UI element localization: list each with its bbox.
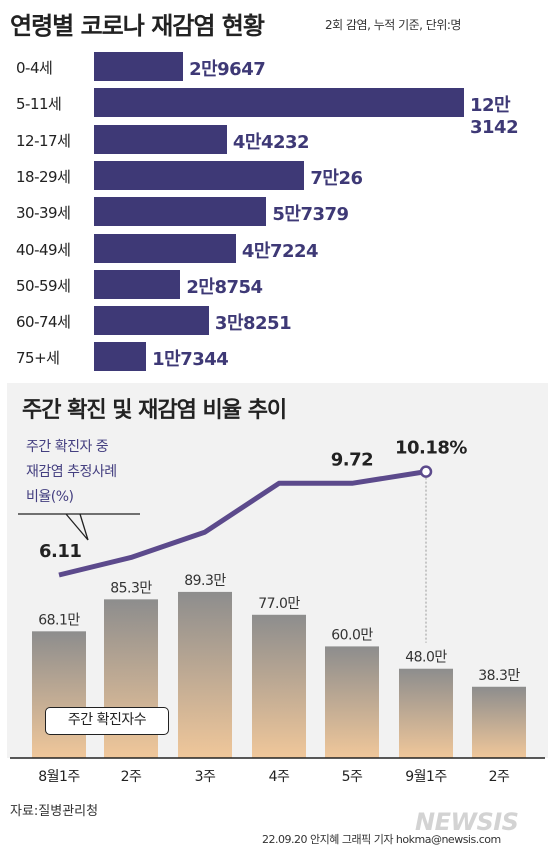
age-label: 60-74세 <box>16 313 71 332</box>
weekly-cases-value-label: 68.1만 <box>38 612 80 628</box>
age-bar <box>94 52 184 81</box>
age-value-label: 2만9647 <box>189 59 266 80</box>
weekly-cases-value-label: 48.0만 <box>405 650 447 666</box>
source-note: 자료:질병관리청 <box>10 804 99 819</box>
weekly-cases-value-label: 60.0만 <box>331 627 373 643</box>
newsis-watermark: NEWSIS <box>415 808 519 836</box>
unit-note: 2회 감염, 누적 기준, 단위:명 <box>325 18 461 32</box>
age-value-label: 2만8754 <box>186 276 263 298</box>
age-label: 75+세 <box>16 349 60 368</box>
week-tick-label: 5주 <box>342 769 363 785</box>
age-bar <box>94 124 227 154</box>
age-bar <box>94 160 305 190</box>
weekly-cases-value-label: 38.3만 <box>478 668 520 684</box>
age-value-label: 3만8251 <box>214 313 292 335</box>
age-value-label: 7만26 <box>310 167 363 189</box>
weekly-cases-bar <box>252 614 306 758</box>
age-value-label: 5만7379 <box>272 204 349 226</box>
weekly-cases-value-label: 77.0만 <box>258 596 300 612</box>
legend-weekly-cases: 주간 확진자수 <box>45 707 169 735</box>
age-label: 18-29세 <box>16 167 71 186</box>
page-title: 연령별 코로나 재감염 현황 <box>10 12 265 40</box>
age-bar <box>94 342 147 372</box>
weekly-cases-bar <box>325 646 379 758</box>
line-annotation-3: 비율(%) <box>26 489 74 505</box>
age-label: 0-4세 <box>16 59 53 77</box>
age-bar <box>94 233 236 263</box>
weekly-cases-bar <box>472 686 526 758</box>
week-tick-label: 2주 <box>121 769 142 785</box>
age-bar <box>94 88 464 118</box>
week-tick-label: 9월1주 <box>405 769 447 785</box>
age-value-label: 12만3142 <box>470 95 519 139</box>
age-label: 40-49세 <box>16 240 71 259</box>
week-tick-label: 8월1주 <box>38 769 80 785</box>
age-bar <box>94 306 209 336</box>
weekly-cases-value-label: 89.3만 <box>184 573 226 589</box>
weekly-cases-bar <box>178 591 232 758</box>
age-label: 50-59세 <box>16 276 71 295</box>
line-end-marker <box>419 465 433 478</box>
ratio-value-label: 10.18% <box>395 438 467 459</box>
weekly-chart-title: 주간 확진 및 재감염 비율 추이 <box>22 398 287 423</box>
annotation-callout-icon <box>18 513 140 541</box>
age-label: 12-17세 <box>16 131 71 150</box>
age-value-label: 4만4232 <box>232 131 310 153</box>
weekly-cases-bar <box>32 631 86 758</box>
weekly-cases-bar <box>399 668 453 758</box>
weekly-cases-value-label: 85.3만 <box>110 580 152 596</box>
ratio-value-label: 6.11 <box>39 541 81 562</box>
age-value-label: 1만7344 <box>152 349 229 371</box>
week-tick-label: 4주 <box>269 769 290 785</box>
age-label: 30-39세 <box>16 204 71 223</box>
line-annotation-1: 주간 확진자 중 <box>26 439 109 455</box>
week-tick-label: 2주 <box>489 769 510 785</box>
week-tick-label: 3주 <box>195 769 216 785</box>
age-bar <box>94 269 181 299</box>
age-bar <box>94 197 267 227</box>
age-label: 5-11세 <box>16 95 62 114</box>
credit-line: 22.09.20 안지혜 그래픽 기자 hokma@newsis.com <box>262 833 501 846</box>
line-annotation-2: 재감염 추정사례 <box>26 464 117 480</box>
ratio-value-label: 9.72 <box>331 449 373 470</box>
age-value-label: 4만7224 <box>241 240 319 262</box>
reinfection-ratio-line <box>58 469 427 578</box>
